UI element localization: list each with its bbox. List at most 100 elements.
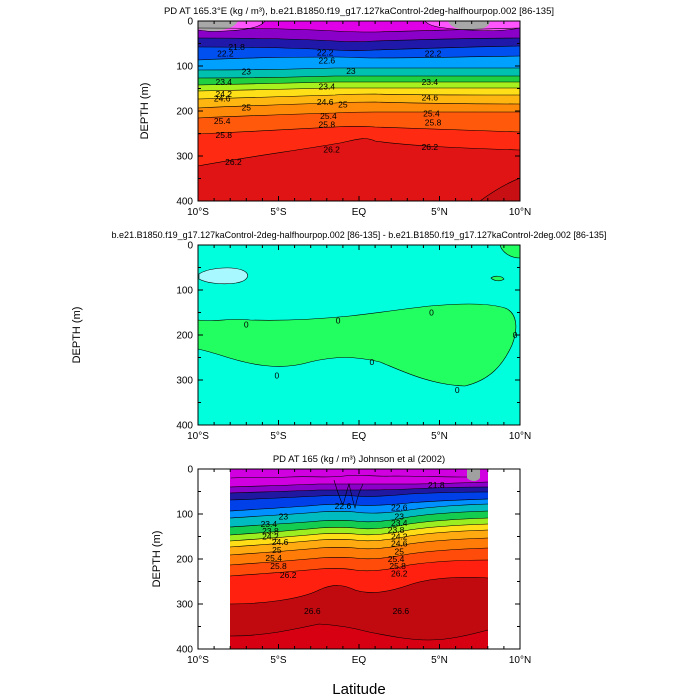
contour-label: 25: [242, 102, 252, 112]
panel-1-band-23.8: [198, 76, 520, 85]
y-tick-label: 300: [176, 376, 193, 387]
contour-label: 22.2: [217, 48, 234, 58]
panel-1-band-24.6: [198, 88, 520, 99]
panel-3-contour-lines: [229, 474, 489, 641]
panel-1-band-23.0: [198, 56, 520, 70]
x-tick-label: 10°N: [509, 655, 531, 666]
contour-label: 25.8: [270, 561, 287, 571]
panel-1-band-23.4: [198, 68, 520, 78]
figure-xlabel: Latitude: [332, 681, 385, 698]
panel-3: PD AT 165 (kg / m³) Johnson et al (2002): [151, 454, 531, 666]
contour-label: 25.4: [265, 553, 282, 563]
contour-label: 26.6: [304, 606, 321, 616]
panel-3-band-25.0: [230, 530, 488, 555]
contour-label: 25.4: [320, 111, 337, 121]
x-tick-label: EQ: [352, 431, 367, 442]
contour-label: 23.8: [262, 526, 279, 536]
panel-3-band-24.6: [230, 524, 488, 547]
contour-label: 26.2: [422, 142, 439, 152]
panel-3-plot-area: 21.822.62323.423.824.224.62525.425.826.2…: [198, 469, 520, 649]
panel-2-small-blob: [490, 275, 505, 282]
x-tick-label: 5°S: [270, 431, 287, 442]
contour-label: 22.2: [317, 48, 334, 58]
panel-1-band-21.8: [198, 28, 520, 42]
panel-1-title: PD AT 165.3°E (kg / m³), b.e21.B1850.f19…: [164, 6, 554, 17]
x-tick-label: 5°N: [431, 431, 448, 442]
contour-label: 23.4: [391, 518, 408, 528]
panel-1-band-22.6: [198, 46, 520, 60]
contour-label: 25: [338, 99, 348, 109]
panel-3-band-21.4: [230, 469, 488, 487]
panel-3-band-23.0: [230, 499, 488, 518]
panel-2-positive-region: [198, 303, 517, 387]
contour-label: 26.2: [225, 157, 242, 167]
contour-label: 0: [275, 371, 280, 381]
y-tick-label: 300: [176, 152, 193, 163]
y-tick-label: 200: [176, 331, 193, 342]
panel-1-band-deep: [480, 178, 520, 201]
panel-1-band-26.6: [198, 138, 520, 201]
panel-1-band-25.8: [198, 112, 520, 134]
y-tick-label: 100: [176, 510, 193, 521]
contour-label: 24.6: [272, 537, 289, 547]
contour-label: 24.2: [215, 89, 232, 99]
contour-label: 22.6: [391, 502, 408, 512]
y-tick-label: 400: [176, 197, 193, 208]
contour-label: 23.4: [215, 77, 232, 87]
contour-label: 26.2: [391, 568, 408, 578]
contour-label: 23.8: [388, 525, 405, 535]
panel-3-filled: [229, 469, 489, 649]
panel-1-band-25.4: [198, 102, 520, 118]
panel-1-axes: 10°S 5°S EQ 5°N 10°N 0 100 200 300 400: [176, 17, 531, 219]
panel-3-title: PD AT 165 (kg / m³) Johnson et al (2002): [273, 454, 445, 465]
x-tick-label: 10°S: [187, 207, 209, 218]
contour-label: 0: [455, 385, 460, 395]
panel-3-band-21.8: [230, 482, 488, 493]
x-tick-label: 5°S: [270, 207, 287, 218]
panel-3-band-23.4: [230, 504, 488, 527]
contour-label: 23.4: [319, 81, 336, 91]
panel-2-positive-corner: [499, 245, 520, 259]
contour-label: 23: [346, 66, 356, 76]
panel-1-band-26.2: [198, 126, 520, 166]
contour-label: 25.4: [214, 116, 231, 126]
x-tick-label: 5°S: [270, 655, 287, 666]
contour-label: 0: [429, 308, 434, 318]
y-tick-label: 200: [176, 555, 193, 566]
panel-1-contour-lines: [198, 21, 520, 201]
contour-label: 25.8: [389, 561, 406, 571]
x-tick-label: 10°S: [187, 431, 209, 442]
panel-1: PD AT 165.3°E (kg / m³), b.e21.B1850.f19…: [139, 6, 554, 218]
contour-label: 22.2: [425, 48, 442, 58]
panel-3-band-min: [467, 469, 480, 481]
panel-1-band-24.2: [198, 82, 520, 91]
panel-2-ylabel: DEPTH (m): [71, 307, 83, 364]
panel-3-band-26.2: [230, 560, 488, 604]
panel-1-ylabel: DEPTH (m): [139, 83, 151, 140]
panel-3-band-26.6: [230, 624, 488, 649]
panel-2-negative-region: [198, 267, 248, 285]
x-tick-label: 5°N: [431, 207, 448, 218]
x-tick-label: EQ: [352, 655, 367, 666]
contour-label: 25.4: [388, 554, 405, 564]
contour-label: 25: [395, 546, 405, 556]
contour-label: 24.6: [391, 538, 408, 548]
panel-3-band-25.4: [230, 538, 488, 565]
y-tick-label: 200: [176, 107, 193, 118]
contour-label: 25: [272, 545, 282, 555]
panel-3-band-22.6: [230, 492, 488, 511]
contour-label: 26.2: [323, 144, 340, 154]
panel-1-band-min-left: [198, 21, 238, 31]
contour-label: 0: [370, 357, 375, 367]
y-tick-label: 0: [187, 465, 193, 476]
contour-label: 0: [336, 316, 341, 326]
x-tick-label: EQ: [352, 207, 367, 218]
contour-label: 23: [395, 511, 405, 521]
contour-label: 24.2: [391, 532, 408, 542]
panel-2-title: b.e21.B1850.f19_g17.127kaControl-2deg-ha…: [112, 230, 607, 240]
panel-3-band-24.2: [230, 518, 488, 541]
x-tick-label: 10°N: [509, 431, 531, 442]
contour-label: 23: [279, 511, 289, 521]
